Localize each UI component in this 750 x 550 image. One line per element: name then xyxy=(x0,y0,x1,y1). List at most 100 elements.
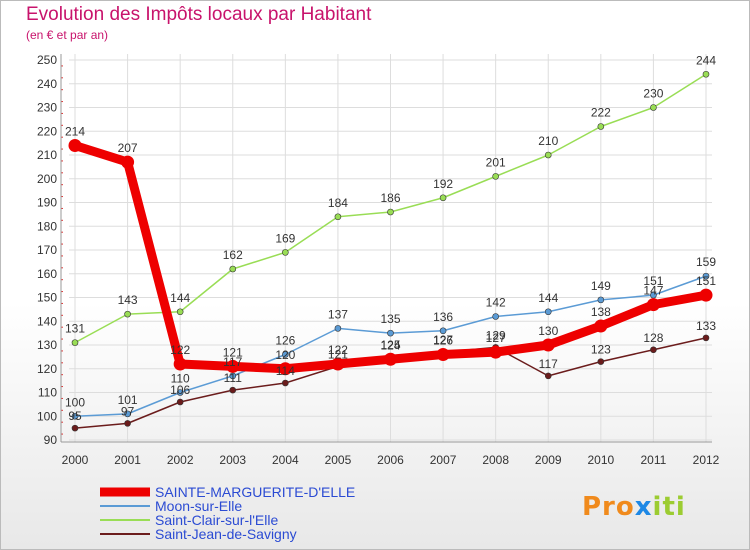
x-tick-label: 2009 xyxy=(535,453,562,467)
x-tick-label: 2012 xyxy=(693,453,720,467)
y-tick-label: 180 xyxy=(37,219,57,233)
data-point xyxy=(124,310,131,318)
chart-subtitle: (en € et par an) xyxy=(26,28,109,42)
data-point xyxy=(71,339,79,346)
data-label: 122 xyxy=(170,343,190,357)
data-point xyxy=(597,358,605,365)
x-tick-label: 2011 xyxy=(641,453,667,467)
data-label: 121 xyxy=(223,345,243,359)
y-tick-label: 150 xyxy=(37,291,57,305)
legend-label: SAINTE-MARGUERITE-D'ELLE xyxy=(155,484,355,500)
x-tick-label: 2006 xyxy=(377,453,404,467)
y-tick-label: 210 xyxy=(37,148,57,162)
data-point xyxy=(331,357,345,371)
data-label: 133 xyxy=(696,319,716,333)
data-point xyxy=(597,296,605,304)
data-point xyxy=(387,329,394,337)
data-point xyxy=(650,346,657,354)
legend-label: Moon-sur-Elle xyxy=(155,498,242,514)
data-label: 111 xyxy=(224,371,243,385)
data-point xyxy=(68,139,82,152)
data-point xyxy=(176,308,184,316)
y-tick-label: 230 xyxy=(37,101,57,115)
data-point xyxy=(544,151,552,159)
data-label: 137 xyxy=(328,307,348,321)
data-label: 114 xyxy=(276,364,295,378)
axes: 90 100 110 120 130 140 150 160 170 180 190 200 210 22… xyxy=(37,53,720,467)
data-label: 97 xyxy=(121,404,135,418)
data-label: 144 xyxy=(538,291,558,305)
x-tick-label: 2010 xyxy=(587,453,614,467)
data-point xyxy=(597,123,605,130)
data-label: 244 xyxy=(696,53,716,67)
data-label: 101 xyxy=(118,393,138,407)
x-tick-label: 2007 xyxy=(430,453,457,467)
y-tick-label: 250 xyxy=(37,53,57,67)
data-label: 169 xyxy=(275,231,295,245)
data-point xyxy=(71,412,79,420)
data-point xyxy=(334,213,342,221)
data-point xyxy=(439,327,447,335)
data-label: 121 xyxy=(328,347,348,361)
data-point xyxy=(702,334,710,342)
data-point xyxy=(492,313,499,320)
data-label: 143 xyxy=(118,293,138,307)
data-point xyxy=(544,308,552,316)
logo-part-1: Pro xyxy=(582,492,635,522)
data-point xyxy=(544,372,552,380)
x-tick-label: 2003 xyxy=(219,453,246,467)
y-tick-label: 240 xyxy=(37,77,57,91)
data-label: 122 xyxy=(328,343,348,357)
data-point xyxy=(646,298,660,312)
legend-label: Saint-Clair-sur-l'Elle xyxy=(155,512,278,528)
data-label: 144 xyxy=(170,291,190,305)
data-point xyxy=(702,70,710,78)
data-label: 201 xyxy=(486,155,506,169)
data-point xyxy=(384,352,397,366)
data-label: 151 xyxy=(696,274,716,288)
data-label: 129 xyxy=(486,328,506,342)
legend-label: Saint-Jean-de-Savigny xyxy=(155,526,297,542)
data-point xyxy=(124,410,131,418)
data-point xyxy=(650,104,657,111)
data-label: 124 xyxy=(380,338,400,352)
logo-part-2: x xyxy=(634,492,653,522)
data-label: 207 xyxy=(118,141,138,155)
data-label: 147 xyxy=(643,284,663,298)
data-point xyxy=(594,319,608,333)
data-point xyxy=(229,386,237,394)
data-label: 162 xyxy=(223,248,243,262)
data-point xyxy=(173,357,187,371)
data-point xyxy=(334,325,342,332)
y-tick-label: 220 xyxy=(37,124,57,138)
data-label: 214 xyxy=(65,125,85,139)
x-tick-label: 2004 xyxy=(272,453,299,467)
data-point xyxy=(439,194,447,202)
data-point xyxy=(282,379,289,387)
data-label: 128 xyxy=(643,331,663,345)
data-point xyxy=(489,345,503,359)
data-point xyxy=(278,362,292,376)
data-label: 230 xyxy=(643,87,663,101)
data-label: 136 xyxy=(433,310,453,324)
data-point xyxy=(387,208,394,216)
proxiti-logo: Proxiti xyxy=(582,492,686,522)
data-label: 151 xyxy=(643,274,663,288)
data-point xyxy=(226,359,240,373)
data-label: 159 xyxy=(696,255,716,269)
data-point xyxy=(699,288,713,302)
data-label: 138 xyxy=(591,305,611,319)
y-tick-label: 140 xyxy=(37,314,57,328)
x-tick-label: 2005 xyxy=(325,453,352,467)
data-point xyxy=(176,398,184,406)
data-point xyxy=(121,155,135,169)
data-label: 184 xyxy=(328,196,348,210)
data-label: 126 xyxy=(433,334,453,348)
data-point xyxy=(702,272,710,280)
data-point xyxy=(229,265,237,273)
data-label: 210 xyxy=(538,134,558,148)
data-label: 130 xyxy=(538,324,558,338)
data-label: 222 xyxy=(591,106,611,120)
data-label: 106 xyxy=(170,383,190,397)
